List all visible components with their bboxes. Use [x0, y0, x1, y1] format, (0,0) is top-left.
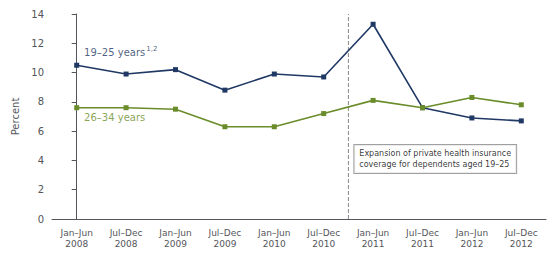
svg-text:Jan–Jun: Jan–Jun — [356, 228, 389, 238]
svg-text:26–34 years: 26–34 years — [84, 112, 145, 123]
svg-text:12: 12 — [31, 38, 44, 49]
svg-text:2010: 2010 — [263, 239, 286, 249]
svg-text:2012: 2012 — [460, 239, 483, 249]
svg-text:Jul–Dec: Jul–Dec — [208, 228, 242, 238]
svg-text:Expansion of private health in: Expansion of private health insurance — [359, 149, 511, 158]
svg-text:19–25 years: 19–25 years — [84, 47, 145, 58]
svg-text:2009: 2009 — [164, 239, 187, 249]
svg-text:Jan–Jun: Jan–Jun — [158, 228, 191, 238]
svg-text:14: 14 — [31, 9, 44, 20]
svg-text:2011: 2011 — [362, 239, 385, 249]
svg-text:Jul–Dec: Jul–Dec — [109, 228, 143, 238]
svg-text:2008: 2008 — [115, 239, 138, 249]
svg-text:Jul–Dec: Jul–Dec — [405, 228, 439, 238]
svg-text:6: 6 — [38, 126, 44, 137]
svg-text:Jan–Jun: Jan–Jun — [257, 228, 290, 238]
svg-text:coverage for dependents aged 1: coverage for dependents aged 19–25 — [359, 160, 509, 169]
svg-text:1,2: 1,2 — [146, 45, 157, 53]
svg-text:Jul–Dec: Jul–Dec — [504, 228, 538, 238]
svg-text:2011: 2011 — [411, 239, 434, 249]
svg-text:2009: 2009 — [213, 239, 236, 249]
svg-text:2012: 2012 — [510, 239, 533, 249]
svg-text:2010: 2010 — [312, 239, 335, 249]
svg-text:Jan–Jun: Jan–Jun — [455, 228, 488, 238]
svg-text:4: 4 — [38, 155, 44, 166]
svg-text:Jul–Dec: Jul–Dec — [306, 228, 340, 238]
svg-text:0: 0 — [38, 214, 44, 225]
svg-text:Percent: Percent — [10, 98, 21, 136]
svg-text:Jan–Jun: Jan–Jun — [59, 228, 92, 238]
svg-text:2008: 2008 — [65, 239, 88, 249]
svg-text:8: 8 — [38, 96, 44, 107]
svg-text:2: 2 — [38, 184, 44, 195]
svg-text:10: 10 — [31, 67, 44, 78]
